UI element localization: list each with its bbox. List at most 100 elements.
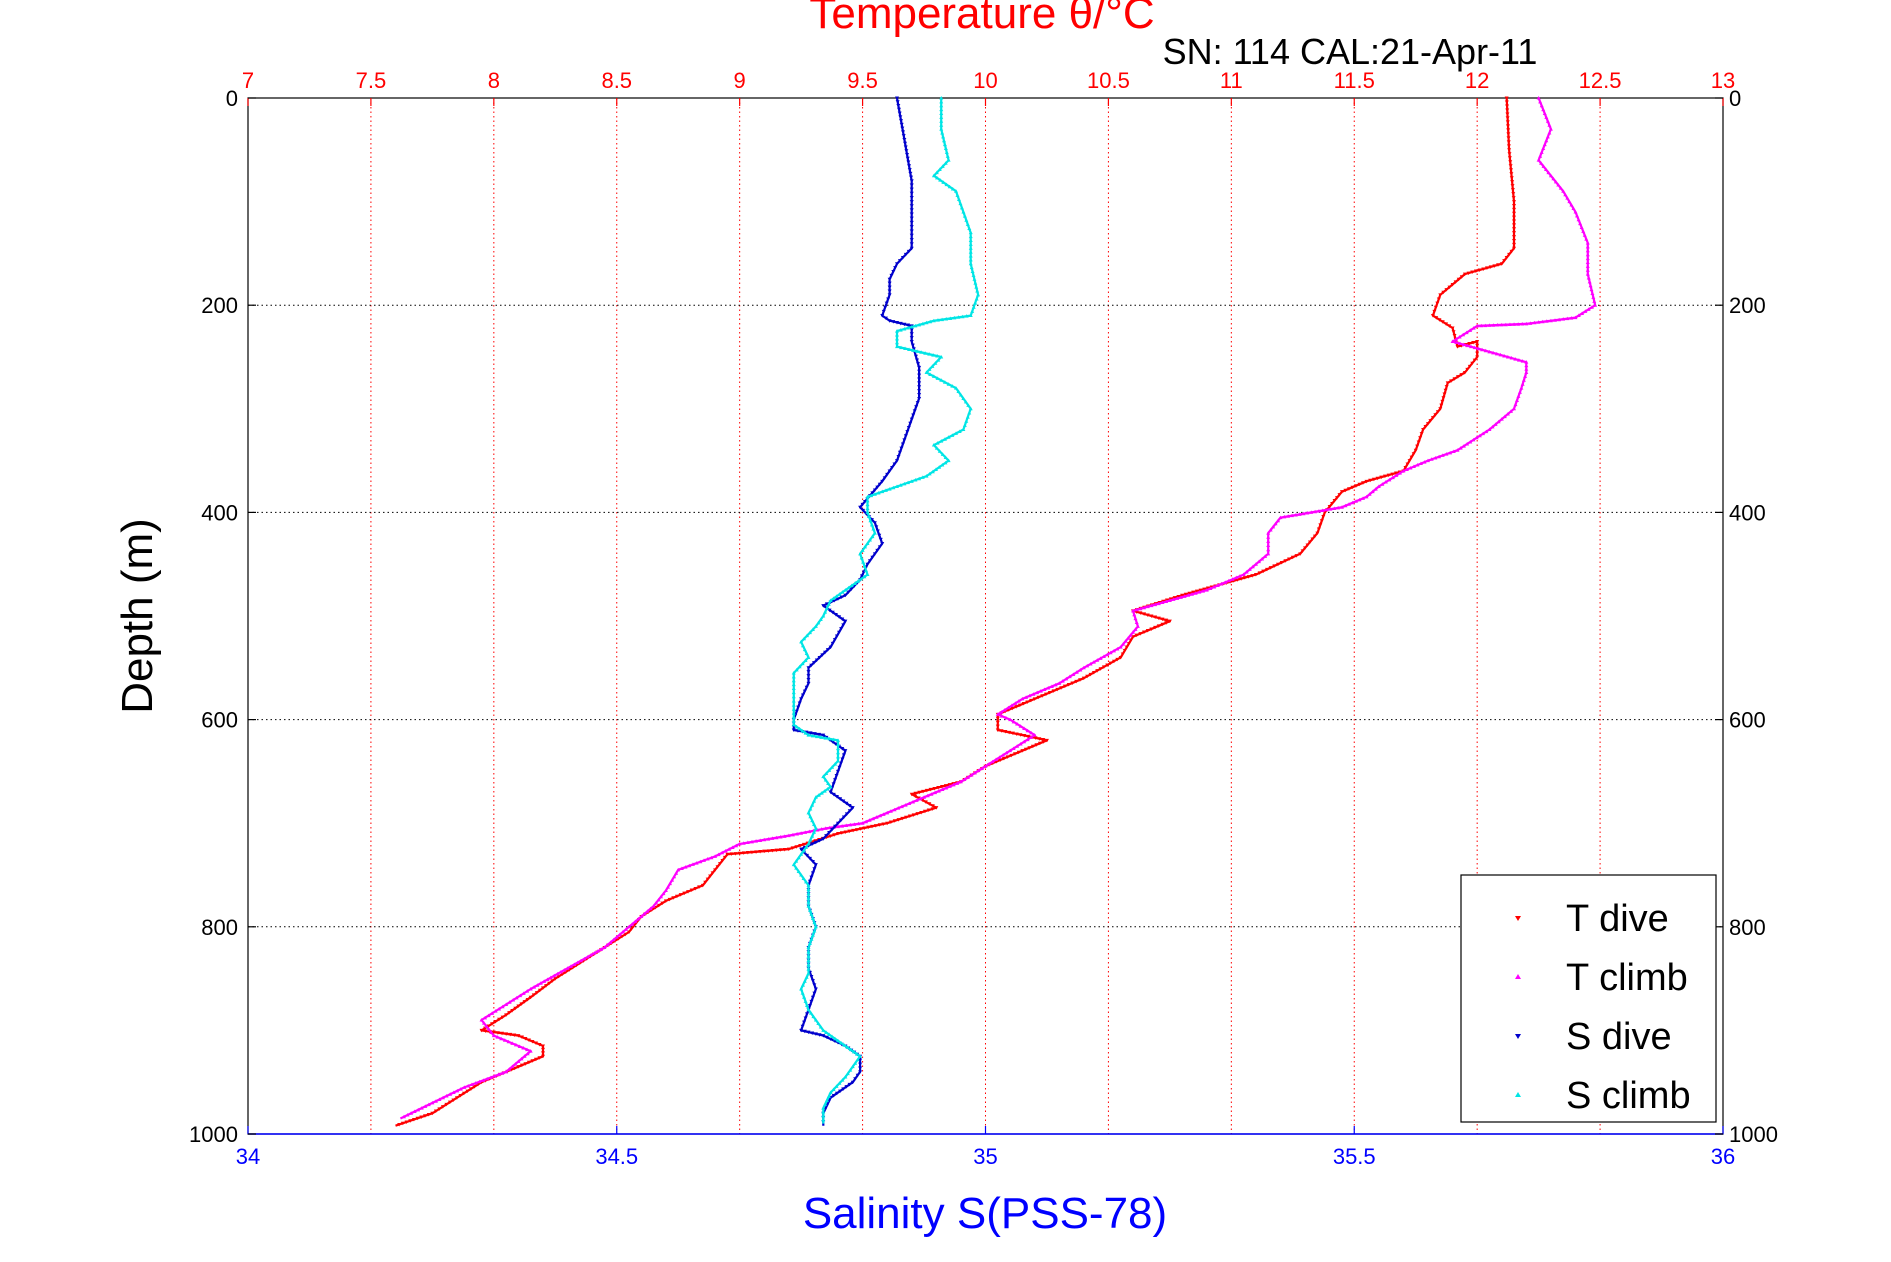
data-point [930,804,935,808]
data-point [504,1069,509,1074]
data-point [871,816,876,821]
data-point [809,912,814,916]
data-point [426,1113,431,1117]
chart-subtitle: SN: 114 CAL:21-Apr-11 [1163,31,1538,72]
data-point [722,855,727,860]
data-point [941,180,946,184]
data-point [825,648,830,652]
data-point [1494,351,1499,356]
data-point [990,759,995,764]
data-point [490,1011,495,1015]
data-point [844,801,849,806]
data-point [1330,502,1335,506]
data-point [891,485,896,490]
data-point [1507,148,1512,152]
data-point [1575,213,1580,218]
data-point [1512,235,1517,239]
data-point [968,257,973,262]
data-point [909,233,914,238]
data-point [1149,603,1154,608]
data-point [682,891,687,896]
data-point [1156,601,1161,606]
data-point [1468,439,1473,444]
data-point [895,100,900,104]
data-point [1485,266,1489,270]
data-point [1521,378,1526,382]
data-point [854,1052,859,1056]
data-point [899,345,904,350]
data-point [1027,746,1032,750]
data-point [970,309,975,313]
data-point [1336,505,1341,510]
data-point [883,316,888,321]
data-point [1022,734,1027,738]
data-point [900,442,905,447]
data-point [1563,192,1568,197]
data-point [940,787,945,792]
data-point [1451,330,1456,334]
data-point [836,738,840,742]
data-point [1475,323,1480,328]
data-point [1042,687,1047,692]
data-point [774,835,779,840]
data-point [1305,511,1310,515]
data-point [694,861,699,865]
data-point [1101,665,1106,669]
data-point [824,1098,829,1102]
data-point [1415,463,1420,467]
data-point [812,991,817,996]
data-point [898,321,903,326]
data-point [843,749,848,753]
data-point [863,544,868,549]
data-point [968,253,973,258]
data-point [810,1031,815,1035]
data-point [636,917,641,921]
data-point [676,867,681,872]
data-point [909,225,914,229]
data-point [489,1030,494,1034]
data-point [723,849,728,853]
data-point [803,658,808,663]
data-point [766,849,771,853]
data-point [816,793,821,797]
top-tick-label: 8 [488,68,500,93]
data-point [939,123,944,127]
data-point [956,197,961,202]
data-point [1013,752,1017,756]
data-point [881,812,886,816]
data-point [866,514,871,519]
data-point [1592,299,1597,303]
data-point [466,1083,471,1088]
data-point [1237,574,1242,578]
data-point [1131,630,1135,634]
data-point [1418,436,1423,440]
data-point [1507,322,1512,327]
data-point [1041,740,1046,744]
data-point [1584,237,1589,241]
data-point [1009,753,1014,758]
data-point [550,979,555,983]
data-point [1172,596,1177,600]
data-point [1553,318,1558,322]
data-point [806,655,811,659]
data-point [526,1060,531,1065]
data-point [808,838,813,842]
data-point [1301,511,1306,516]
data-point [895,262,899,266]
data-point [810,627,815,631]
data-point [806,810,811,815]
data-point [1018,733,1023,737]
data-point [869,522,874,527]
data-point [1005,755,1010,759]
data-point [837,592,842,596]
data-point [1038,689,1043,693]
data-point [827,1032,832,1037]
data-point [667,897,672,902]
top-tick-label: 12 [1465,68,1489,93]
data-point [552,973,557,978]
data-point [437,1107,442,1111]
data-point [1246,575,1251,579]
data-point [844,823,849,828]
data-point [931,318,936,323]
data-point [737,841,742,846]
